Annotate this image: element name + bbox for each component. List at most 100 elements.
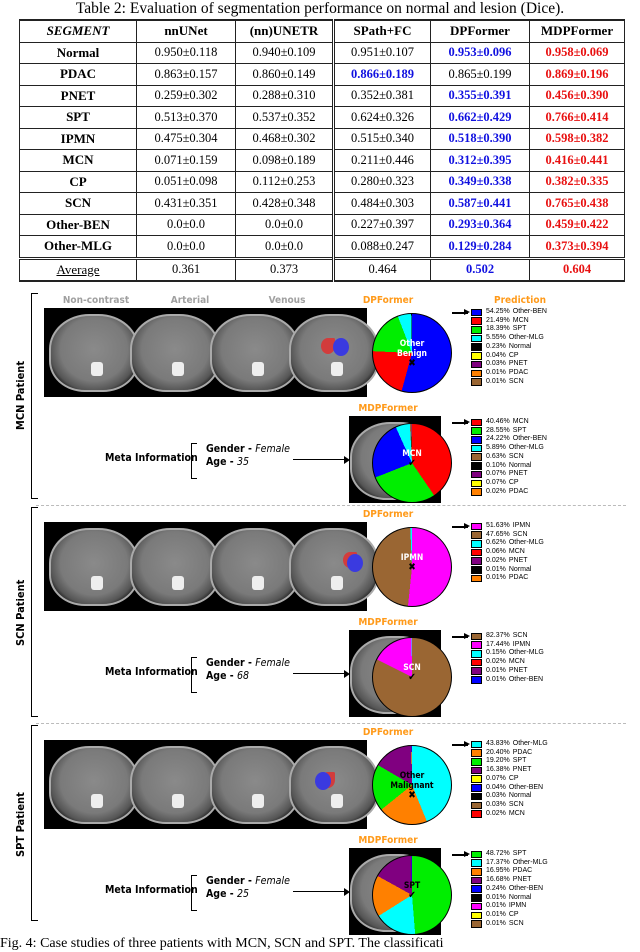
legend-swatch <box>471 911 482 920</box>
spine-shape <box>331 362 343 376</box>
row-label: Average <box>19 256 137 282</box>
legend-percent: 0.03% <box>486 792 506 800</box>
legend-class: PDAC <box>512 867 533 875</box>
legend-swatch <box>471 369 482 378</box>
table-row: PDAC 0.863±0.157 0.860±0.149 0.866±0.189 0.8… <box>19 63 625 86</box>
header-segment: SEGMENT <box>19 19 137 43</box>
legend-class: SCN <box>508 452 524 460</box>
table-cell: 0.459±0.422 <box>529 213 625 236</box>
table-row: SCN 0.431±0.351 0.428±0.348 0.484±0.303 0.58… <box>19 192 625 215</box>
legend-swatch <box>471 632 482 641</box>
legend-swatch <box>471 658 482 667</box>
legend-percent: 0.07% <box>486 470 506 478</box>
legend-item: 54.25% Other-BEN <box>471 308 547 317</box>
meta-bracket <box>191 657 197 693</box>
table-cell: 0.537±0.352 <box>235 106 334 129</box>
table-cell: 0.312±0.395 <box>430 149 530 172</box>
mdpformer-pie-chart <box>372 637 452 717</box>
legend-class: PNET <box>512 876 532 884</box>
meta-bracket <box>191 875 197 911</box>
gender-line: Gender - Female <box>206 875 290 888</box>
legend-swatch <box>471 360 482 369</box>
legend-item: 0.07% CP <box>471 775 548 784</box>
legend-item: 0.02% MCN <box>471 810 548 819</box>
header-unetr: (nn)UNETR <box>235 19 334 43</box>
legend-percent: 0.15% <box>486 649 506 657</box>
table-cell: 0.431±0.351 <box>136 192 236 215</box>
check-icon: ✔ <box>408 458 416 469</box>
legend-percent: 0.01% <box>486 675 506 683</box>
legend-item: 16.68% PNET <box>471 876 548 885</box>
legend-swatch <box>471 479 482 488</box>
cross-icon: ✖ <box>408 562 416 573</box>
age-value: 25 <box>236 888 250 900</box>
legend-percent: 0.01% <box>486 377 506 385</box>
table-cell: 0.373 <box>235 256 334 282</box>
legend-swatch <box>471 308 482 317</box>
dpformer-label: DPFormer <box>362 727 414 738</box>
age-line: Age - 68 <box>206 670 249 683</box>
legend-percent: 21.49% <box>486 316 510 324</box>
mdpformer-label: MDPFormer <box>358 617 418 628</box>
patient-panel-spt: SPT Patient DPFormer Other Malignant ✖ 43.83… <box>0 725 640 935</box>
legend-item: 0.63% SCN <box>471 453 547 462</box>
patient-panel-scn: SCN Patient DPFormer IPMN ✖ 51.63% IPMN 47.65%… <box>0 507 640 724</box>
legend-swatch <box>471 749 482 757</box>
ct-slice <box>289 528 379 606</box>
legend-item: 0.01% Other-BEN <box>471 676 544 685</box>
table-cell: 0.361 <box>136 256 236 282</box>
legend-item: 51.63% IPMN <box>471 522 544 531</box>
pie-center-label: Other Malignant ✖ <box>372 771 452 801</box>
table-cell: 0.513±0.370 <box>136 106 236 129</box>
legend-swatch <box>471 859 482 867</box>
legend-class: IPMN <box>512 522 531 529</box>
table-caption: Table 2: Evaluation of segmentation perf… <box>75 0 565 17</box>
table-cell: 0.587±0.441 <box>430 192 530 215</box>
spine-shape <box>331 576 343 590</box>
pie-class-label: Other Benign <box>397 339 427 359</box>
legend-percent: 0.23% <box>486 342 506 350</box>
legend-swatch <box>471 462 482 470</box>
table-cell: 0.293±0.364 <box>430 213 530 236</box>
prediction-legend: 82.37% SCN 17.44% IPMN 0.15% Other-MLG 0.02% MC… <box>471 632 544 684</box>
table-cell: 0.484±0.303 <box>332 192 431 215</box>
dpformer-label: DPFormer <box>362 295 414 306</box>
legend-percent: 48.72% <box>486 850 510 857</box>
legend-percent: 0.01% <box>486 666 506 674</box>
average-row: Average 0.361 0.373 0.464 0.502 0.604 <box>19 256 625 282</box>
legend-percent: 47.65% <box>486 530 510 538</box>
legend-swatch <box>471 418 482 427</box>
spine-shape <box>172 362 184 376</box>
legend-class: SCN <box>512 530 528 538</box>
spine-shape <box>252 362 264 376</box>
table-row: SPT 0.513±0.370 0.537±0.352 0.624±0.326 0.66… <box>19 106 625 129</box>
legend-item: 0.03% SCN <box>471 801 548 810</box>
legend-class: Normal <box>508 792 532 800</box>
ct-image-strip <box>44 740 379 829</box>
top-prediction-arrow-icon <box>452 523 470 529</box>
legend-swatch <box>471 758 482 766</box>
legend-class: SCN <box>508 800 524 808</box>
legend-class: SCN <box>508 377 524 385</box>
legend-percent: 24.22% <box>486 435 510 443</box>
top-prediction-arrow-icon <box>452 851 470 857</box>
pie-center-label: IPMN ✖ <box>372 553 452 573</box>
legend-class: Other-MLG <box>508 539 544 547</box>
table-cell: 0.098±0.189 <box>235 149 334 172</box>
legend-item: 0.01% Normal <box>471 566 544 575</box>
legend-swatch <box>471 352 482 360</box>
table-cell: 0.869±0.196 <box>529 63 625 86</box>
legend-item: 0.01% CP <box>471 911 548 920</box>
legend-percent: 54.25% <box>486 308 510 315</box>
segmentation-blue <box>315 772 331 790</box>
legend-class: Other-BEN <box>512 308 547 315</box>
table-cell: 0.468±0.302 <box>235 127 334 150</box>
dpformer-pie-chart <box>372 313 452 393</box>
legend-swatch <box>471 444 482 453</box>
legend-item: 0.01% SCN <box>471 378 547 387</box>
results-table: SEGMENT nnUNet (nn)UNETR SPath+FC DPForm… <box>19 19 625 282</box>
header-dpformer: DPFormer <box>430 19 530 43</box>
table-cell: 0.428±0.348 <box>235 192 334 215</box>
table-cell: 0.288±0.310 <box>235 84 334 107</box>
legend-percent: 0.02% <box>486 658 506 666</box>
